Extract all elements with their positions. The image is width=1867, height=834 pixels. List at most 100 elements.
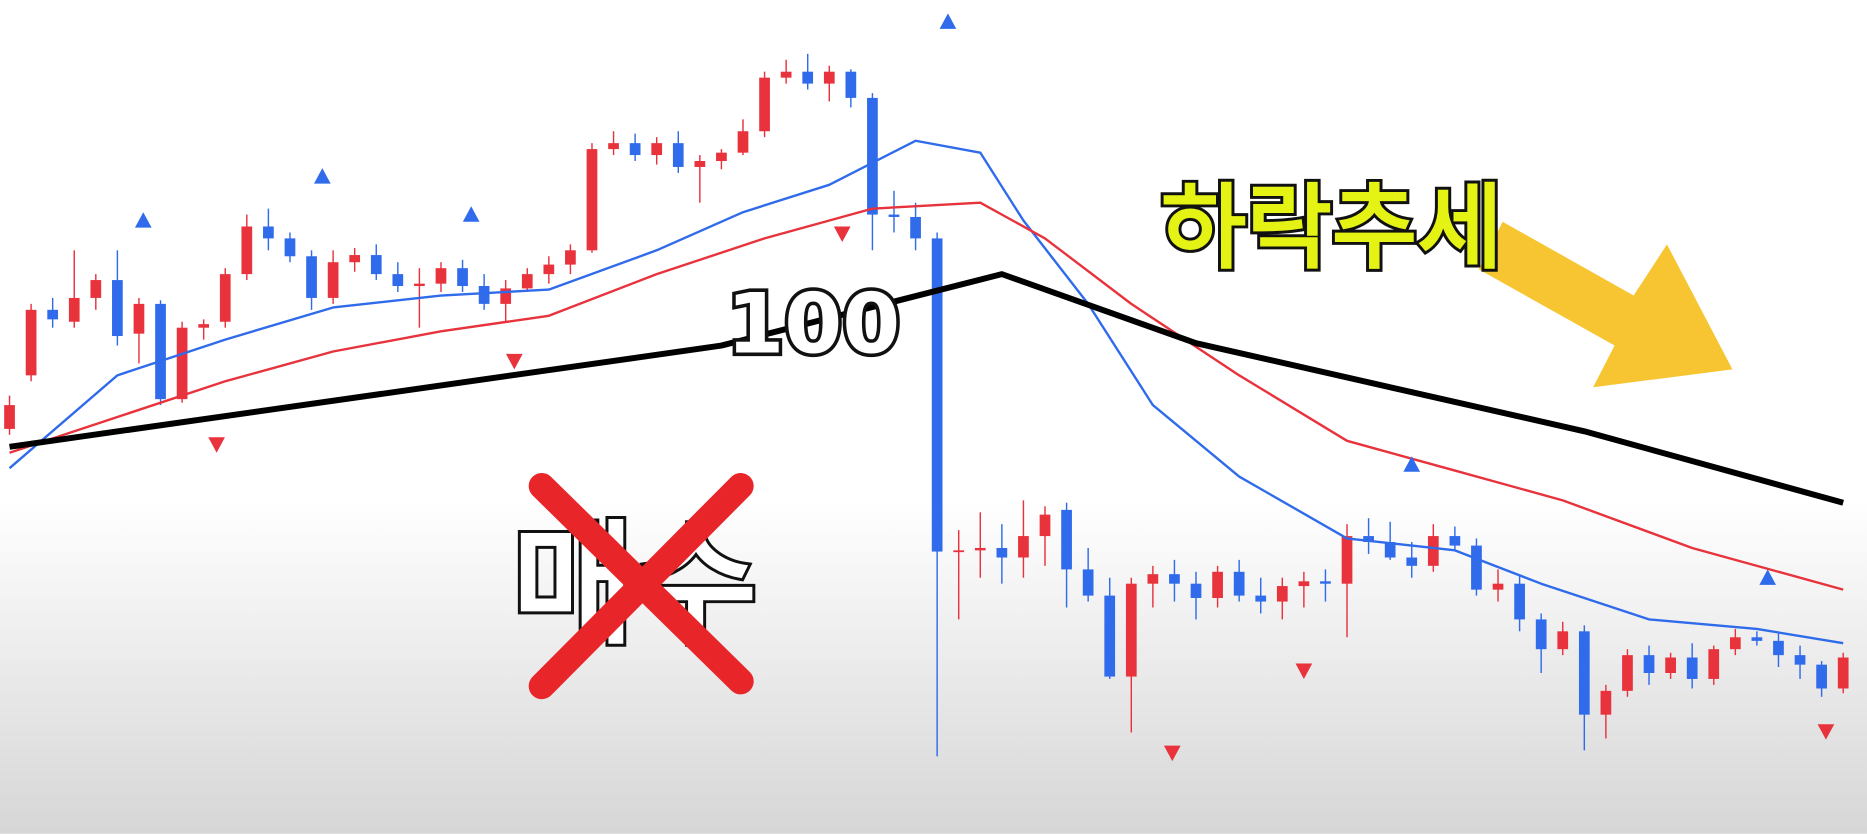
signal-marker <box>1403 456 1421 472</box>
signal-marker <box>313 168 331 184</box>
buy-label: 매수 <box>512 508 757 663</box>
signal-marker <box>939 13 957 29</box>
candle-body <box>1449 536 1461 546</box>
candle-body <box>888 214 900 217</box>
candle-body <box>1255 595 1267 602</box>
candle-body <box>1384 542 1396 558</box>
trend-label: 하락추세 <box>1161 174 1503 282</box>
candle-body <box>1708 649 1720 679</box>
candle-body <box>392 274 404 287</box>
candle-body <box>500 288 512 304</box>
candle-body <box>608 143 619 150</box>
candle-body <box>543 264 555 275</box>
candle-body <box>1061 509 1072 570</box>
candle-body <box>672 143 684 167</box>
candle-body <box>219 274 231 322</box>
candle-body <box>457 268 468 287</box>
candle-body <box>112 280 123 337</box>
plot-area <box>4 13 1849 762</box>
candle-body <box>25 309 37 376</box>
candle-body <box>284 238 296 257</box>
candle-body <box>1341 536 1353 584</box>
candle-body <box>1190 583 1202 598</box>
candle-body <box>910 216 921 239</box>
candle-body <box>1622 655 1633 691</box>
signal-marker <box>1295 663 1313 679</box>
candle-body <box>1233 571 1245 596</box>
moving-averages <box>8 139 1844 645</box>
signal-marker <box>1163 745 1181 762</box>
candle-body <box>1794 655 1806 665</box>
candle-body <box>1320 581 1331 584</box>
candle-body <box>90 280 102 298</box>
candle-body <box>133 303 145 334</box>
candle-body <box>1686 657 1698 679</box>
candle-body <box>435 268 447 284</box>
candle-body <box>737 131 749 153</box>
candle-body <box>1665 657 1676 673</box>
moving-average-line <box>9 271 1844 506</box>
trend-arrow <box>1478 221 1733 388</box>
candle-body <box>996 547 1008 558</box>
signal-marker <box>134 212 152 228</box>
candle-body <box>629 143 641 156</box>
candle-body <box>1837 657 1849 689</box>
candle-body <box>716 152 727 162</box>
candle-body <box>1125 583 1137 677</box>
signal-marker <box>1817 724 1835 740</box>
candle-body <box>1363 536 1374 543</box>
candle-body <box>241 226 253 275</box>
candle-body <box>1557 631 1569 650</box>
ma-label: 100 <box>726 276 900 373</box>
candle-body <box>867 97 878 215</box>
candle-body <box>521 274 533 289</box>
candle-body <box>1514 583 1525 620</box>
candle-body <box>565 250 576 265</box>
candle-body <box>370 255 382 275</box>
candle-body <box>1578 631 1590 715</box>
candle-body <box>780 71 792 78</box>
candle-body <box>1427 536 1439 566</box>
candle-body <box>327 262 339 298</box>
candle-body <box>1600 690 1612 715</box>
candle-body <box>1406 557 1418 566</box>
candle-body <box>1039 514 1051 537</box>
candle-body <box>1816 664 1827 689</box>
candle-body <box>802 71 814 84</box>
candle-body <box>478 286 490 304</box>
signal-marker <box>833 226 851 242</box>
candle-body <box>823 71 835 84</box>
signal-marker <box>505 353 523 370</box>
candle-body <box>349 255 361 263</box>
candle-body <box>4 405 15 429</box>
candle-body <box>974 547 986 551</box>
candle-body <box>155 303 166 400</box>
moving-average-line <box>8 139 1844 645</box>
candle-body <box>1276 586 1288 602</box>
signal-marker <box>462 206 480 222</box>
candle-body <box>1018 536 1029 558</box>
candle-body <box>1147 574 1159 584</box>
candle-body <box>953 550 965 553</box>
candle-body <box>759 77 770 132</box>
candle-body <box>1082 569 1094 596</box>
annotations: 하락추세 매수 100 <box>509 171 1733 700</box>
signal-marker <box>208 437 225 453</box>
moving-average-line <box>9 201 1844 591</box>
signal-marker <box>1759 569 1777 585</box>
candle-body <box>47 309 59 320</box>
candle-body <box>68 297 80 322</box>
candle-body <box>586 149 598 251</box>
candle-body <box>845 71 857 98</box>
candle-body <box>176 327 188 400</box>
candle-body <box>1492 583 1504 590</box>
candle-body <box>306 256 317 298</box>
candle-body <box>414 283 425 287</box>
candle-body <box>1212 571 1223 598</box>
candle-body <box>263 226 274 239</box>
cross-stroke <box>528 472 754 700</box>
candle-body <box>1643 655 1655 673</box>
candle-body <box>1471 545 1482 590</box>
